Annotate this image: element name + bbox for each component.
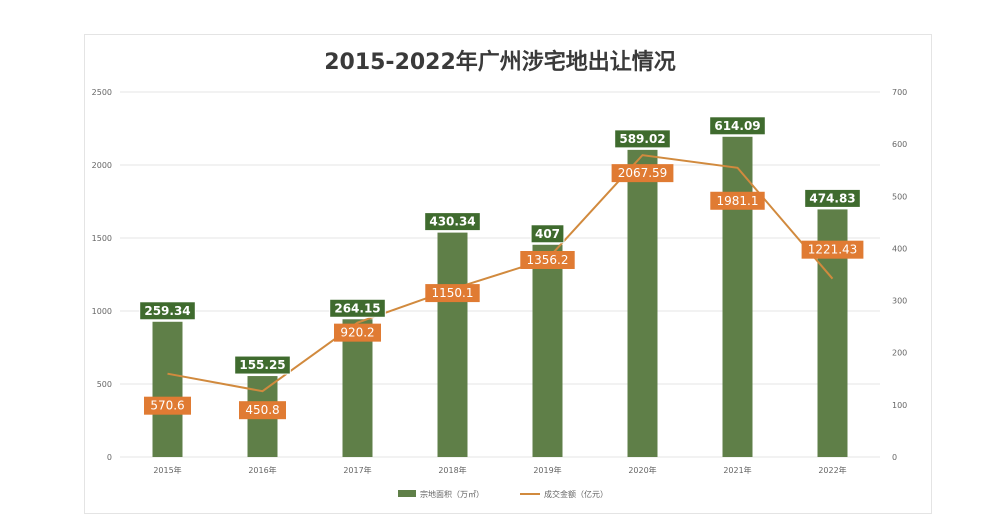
- bar: [532, 244, 563, 457]
- x-axis-tick: 2019年: [533, 465, 561, 475]
- bar-data-label: 430.34: [429, 215, 475, 229]
- bar: [722, 136, 753, 457]
- right-axis-tick: 100: [892, 401, 907, 410]
- bar-data-label: 614.09: [714, 119, 760, 133]
- line-data-label: 2067.59: [618, 166, 668, 180]
- line-data-label: 1150.1: [432, 286, 474, 300]
- x-axis-tick: 2016年: [248, 465, 276, 475]
- left-axis-tick: 2500: [92, 88, 112, 97]
- legend-swatch-bar: [398, 490, 416, 497]
- chart-title: 2015-2022年广州涉宅地出让情况: [324, 50, 676, 75]
- bar-data-label: 474.83: [809, 191, 855, 205]
- bar-label-box: [424, 212, 481, 232]
- line-label-box: [710, 191, 765, 210]
- x-axis-tick: 2017年: [343, 465, 371, 475]
- bar-data-label: 155.25: [239, 358, 285, 372]
- bar-data-label: 407: [535, 227, 560, 241]
- x-axis-tick: 2015年: [153, 465, 181, 475]
- line-label-box: [239, 401, 286, 420]
- right-axis-tick: 300: [892, 297, 907, 306]
- line-label-box: [611, 164, 674, 183]
- bar-label-box: [139, 301, 196, 321]
- left-axis-tick: 2000: [92, 161, 112, 170]
- legend-label-line: 成交金额（亿元）: [544, 489, 608, 499]
- line-data-label: 450.8: [245, 403, 279, 417]
- bar-label-box: [614, 129, 671, 149]
- line-data-label: 570.6: [150, 399, 184, 413]
- line-data-label: 920.2: [340, 326, 374, 340]
- line-data-label: 1981.1: [717, 194, 759, 208]
- legend-label-bar: 宗地面积（万㎡）: [420, 489, 484, 499]
- left-axis-tick: 500: [97, 380, 112, 389]
- right-axis-tick: 700: [892, 88, 907, 97]
- x-axis-tick: 2018年: [438, 465, 466, 475]
- line-label-box: [520, 250, 575, 269]
- right-axis-tick: 500: [892, 192, 907, 201]
- left-axis-tick: 1500: [92, 234, 112, 243]
- bar: [342, 319, 373, 457]
- bar-data-label: 589.02: [619, 132, 665, 146]
- line-label-box: [334, 323, 381, 342]
- bar-label-box: [234, 355, 291, 375]
- left-axis-tick: 0: [107, 453, 112, 462]
- bar: [627, 149, 658, 457]
- chart-frame: [84, 34, 932, 514]
- line-label-box: [144, 396, 191, 415]
- bar-label-box: [804, 188, 861, 208]
- series-line: [167, 154, 834, 393]
- x-axis-tick: 2020年: [628, 465, 656, 475]
- x-axis-tick: 2022年: [818, 465, 846, 475]
- bar: [437, 232, 468, 457]
- left-axis-tick: 1000: [92, 307, 112, 316]
- line-label-box: [425, 284, 480, 303]
- bar: [152, 321, 183, 457]
- right-axis-tick: 200: [892, 349, 907, 358]
- bar-label-box: [329, 298, 386, 318]
- bar-label-box: [709, 116, 766, 136]
- bar-label-box: [530, 224, 565, 244]
- bar-data-label: 259.34: [144, 304, 190, 318]
- bar-data-label: 264.15: [334, 301, 380, 315]
- line-label-box: [801, 240, 864, 259]
- right-axis-tick: 600: [892, 140, 907, 149]
- right-axis-tick: 400: [892, 244, 907, 253]
- line-data-label: 1356.2: [527, 253, 569, 267]
- line-data-label: 1221.43: [808, 243, 858, 257]
- right-axis-tick: 0: [892, 453, 897, 462]
- x-axis-tick: 2021年: [723, 465, 751, 475]
